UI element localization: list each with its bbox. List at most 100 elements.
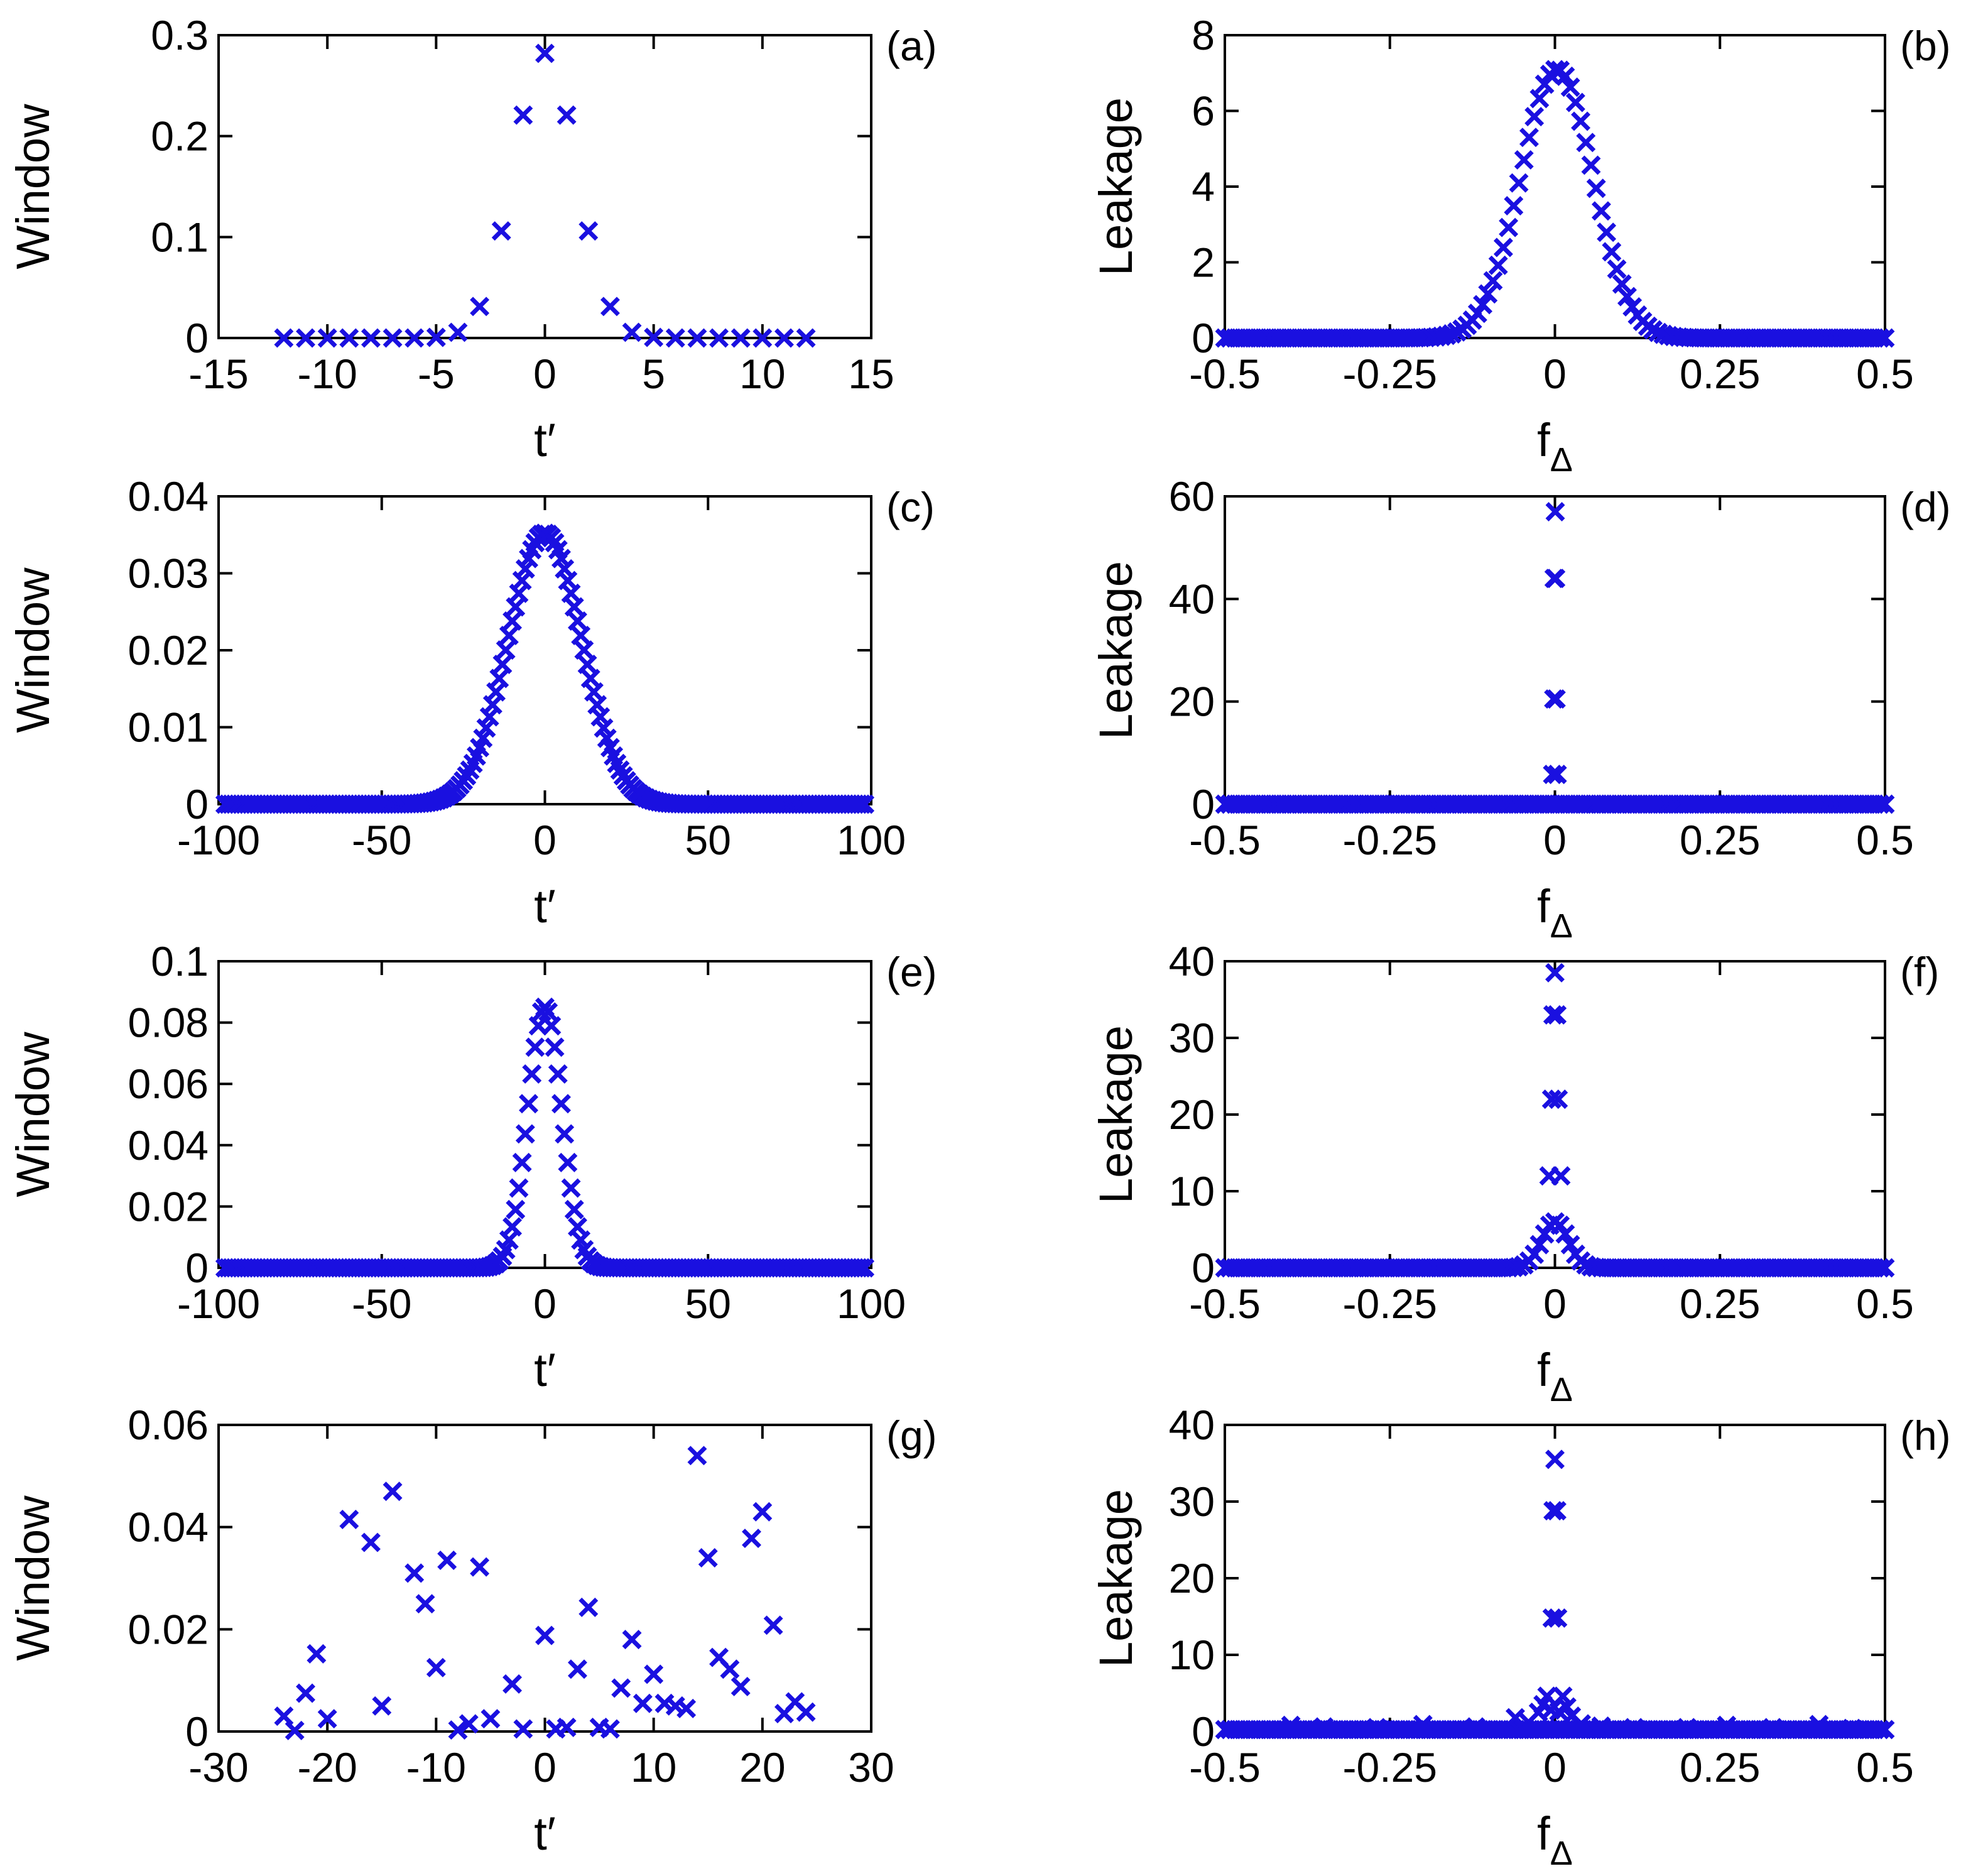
- data-point: [339, 328, 359, 348]
- data-point: [731, 328, 751, 348]
- data-point: [567, 1659, 587, 1679]
- x-tick-label: 0: [1543, 817, 1567, 863]
- panel-label: (c): [886, 484, 935, 530]
- y-tick-label: 4: [1192, 163, 1215, 210]
- x-tick-label: -0.25: [1343, 351, 1437, 397]
- y-axis-title: Window: [7, 1495, 59, 1661]
- x-axis-title: t′: [534, 1344, 555, 1396]
- data-point: [486, 682, 506, 702]
- x-tick-label: -0.25: [1343, 1744, 1437, 1791]
- data-point: [1547, 1005, 1567, 1025]
- y-tick-label: 0: [185, 781, 209, 827]
- y-axis-title: Leakage: [1090, 1025, 1142, 1204]
- x-axis-title: fΔ: [1537, 414, 1573, 479]
- x-axis-title: t′: [534, 1808, 555, 1860]
- y-tick-label: 10: [1169, 1168, 1215, 1214]
- y-tick-label: 30: [1169, 1478, 1215, 1525]
- x-tick-label: 0.25: [1680, 1744, 1760, 1791]
- data-point: [1545, 60, 1565, 80]
- y-axis-title: Window: [7, 104, 59, 270]
- x-tick-label: 0: [533, 817, 557, 863]
- data-point: [274, 1706, 294, 1726]
- data-point: [502, 1674, 523, 1694]
- data-point: [296, 328, 316, 348]
- data-point: [567, 1217, 587, 1237]
- data-point: [1529, 1235, 1550, 1255]
- data-point: [1624, 1718, 1644, 1738]
- x-tick-label: 0: [533, 351, 557, 397]
- y-tick-label: 0: [1192, 315, 1215, 361]
- data-point: [538, 1002, 558, 1022]
- x-tick-label: 5: [642, 351, 665, 397]
- panel-label: (g): [886, 1412, 937, 1459]
- y-tick-label: 0: [1192, 1708, 1215, 1755]
- y-axis-title: Window: [7, 567, 59, 733]
- data-point: [580, 668, 600, 689]
- data-point: [600, 1719, 620, 1739]
- data-point: [448, 322, 468, 342]
- data-point: [1875, 794, 1895, 814]
- y-tick-label: 60: [1169, 473, 1215, 520]
- data-point: [848, 794, 868, 814]
- x-tick-label: 0.5: [1856, 351, 1914, 397]
- x-tick-label: -0.5: [1189, 1280, 1261, 1327]
- data-point: [522, 1064, 542, 1084]
- panel-h: -0.5 -0.25 0 0.25 0.5 0 10 20 30 40 fΔ Leakage (h): [1090, 1402, 1951, 1872]
- x-tick-label: 10: [739, 351, 785, 397]
- x-tick-label: -0.5: [1189, 1744, 1261, 1791]
- panel-d: -0.5 -0.25 0 0.25 0.5 0 20 40 60 fΔ Leakage (d): [1090, 473, 1951, 945]
- y-tick-label: 0: [185, 1245, 209, 1291]
- data-point: [1551, 1166, 1571, 1186]
- y-tick-label: 30: [1169, 1015, 1215, 1061]
- y-tick-label: 0.2: [151, 113, 209, 160]
- data-point: [506, 1199, 526, 1219]
- x-axis-title: t′: [534, 880, 555, 932]
- x-tick-label: 0: [533, 1744, 557, 1791]
- data-point: [1548, 1089, 1568, 1110]
- data-point: [1612, 274, 1632, 294]
- data-point: [1505, 1708, 1525, 1728]
- y-tick-label: 0.02: [128, 627, 209, 674]
- data-point: [611, 1678, 631, 1698]
- data-point: [499, 626, 519, 645]
- data-point: [1572, 1714, 1592, 1734]
- y-tick-label: 10: [1169, 1632, 1215, 1678]
- data-point: [296, 1683, 316, 1703]
- data-point: [426, 327, 446, 347]
- data-point: [519, 1094, 538, 1114]
- data-point: [1546, 689, 1566, 709]
- x-tick-label: -30: [188, 1744, 248, 1791]
- data-point: [1717, 1715, 1737, 1735]
- data-point: [796, 328, 816, 348]
- data-point: [1809, 1715, 1829, 1735]
- data-point: [1875, 328, 1895, 348]
- y-tick-label: 40: [1169, 1402, 1215, 1448]
- data-point: [481, 1709, 501, 1729]
- y-tick-label: 0.06: [128, 1061, 209, 1107]
- data-point: [513, 105, 533, 125]
- data-point: [470, 297, 490, 317]
- data-point: [1617, 286, 1637, 307]
- data-point: [1602, 242, 1622, 262]
- data-point: [405, 1563, 425, 1583]
- data-point: [1591, 1716, 1611, 1736]
- data-point: [622, 322, 642, 342]
- data-point: [1537, 1686, 1557, 1706]
- x-tick-label: 20: [739, 1744, 785, 1791]
- data-point: [1547, 765, 1567, 785]
- data-point: [1546, 1501, 1567, 1521]
- data-point: [579, 1597, 599, 1617]
- data-point: [709, 328, 729, 348]
- x-tick-label: 0: [1543, 1280, 1567, 1327]
- data-point: [763, 1615, 783, 1635]
- data-points: [215, 997, 875, 1278]
- panel-label: (e): [886, 949, 937, 995]
- plot-frame: [217, 34, 872, 339]
- x-tick-label: -50: [352, 817, 411, 863]
- data-point: [1545, 1449, 1565, 1470]
- data-point: [855, 1258, 875, 1278]
- data-point: [622, 1630, 642, 1650]
- data-point: [372, 1696, 392, 1716]
- panel-b: -0.5 -0.25 0 0.25 0.5 0 2 4 6 8 fΔ Leakage (b): [1090, 12, 1951, 479]
